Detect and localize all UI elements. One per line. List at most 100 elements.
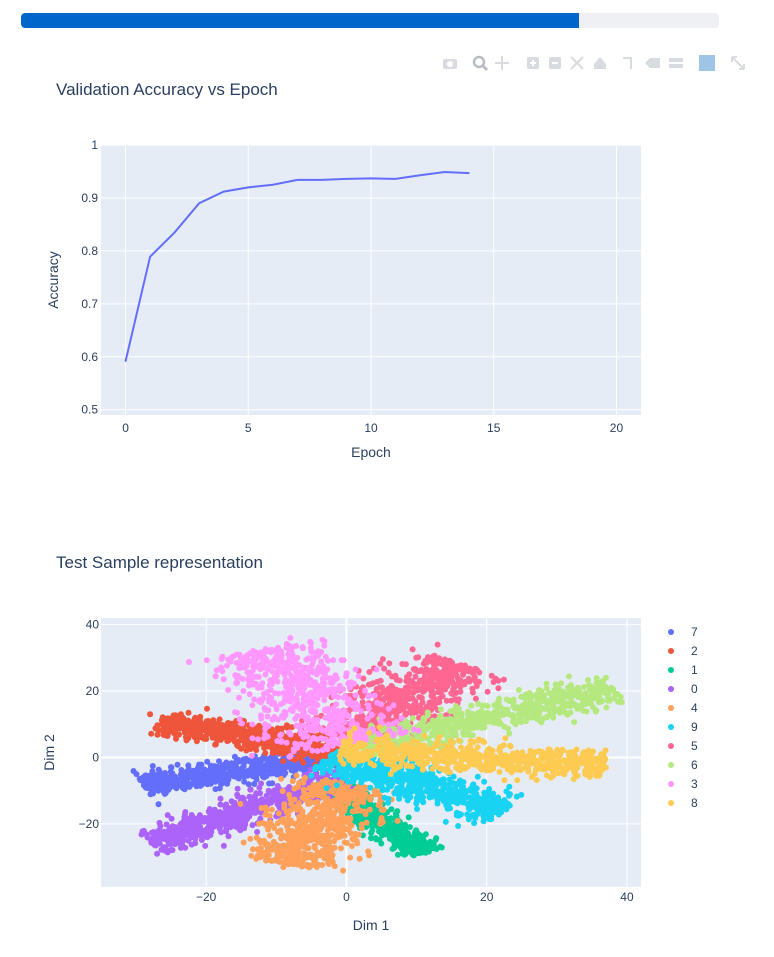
scatter-point-5 (436, 686, 443, 693)
scatter-point-4 (253, 834, 260, 841)
scatter-point-4 (254, 846, 261, 853)
scatter-point-2 (191, 715, 198, 722)
zoom-in-icon[interactable] (527, 57, 539, 69)
scatter-point-7 (130, 768, 137, 774)
scatter-point-4 (331, 844, 338, 851)
scatter-point-2 (238, 731, 244, 738)
scatter-point-6 (592, 708, 599, 715)
scatter-point-2 (269, 731, 276, 738)
scatter-point-9 (424, 788, 431, 795)
scatter-point-4 (277, 827, 284, 834)
scatter-point-4 (322, 807, 329, 814)
scatter-point-4 (355, 831, 362, 838)
scatter-point-5 (354, 714, 361, 721)
scatter-point-5 (408, 689, 415, 696)
x-tick-label: −20 (196, 890, 217, 904)
scatter-point-9 (479, 800, 486, 807)
scatter-point-9 (413, 786, 419, 793)
scatter-point-0 (217, 795, 224, 802)
scatter-point-4 (329, 787, 336, 794)
accuracy-point (149, 256, 151, 258)
y-tick-label: 0.8 (81, 244, 98, 258)
scatter-point-9 (330, 755, 337, 762)
zoom-out-icon[interactable] (549, 57, 561, 69)
scatter-point-0 (139, 828, 146, 835)
spike-lines-icon[interactable] (623, 57, 632, 69)
scatter-point-4 (328, 853, 335, 860)
accuracy-point (370, 177, 372, 179)
scatter-point-0 (275, 793, 282, 799)
scatter-point-7 (165, 774, 172, 781)
x-tick-label: 0 (122, 421, 129, 435)
y-tick-label: −20 (79, 817, 100, 831)
scatter-point-4 (338, 779, 345, 786)
scatter-point-2 (173, 735, 179, 742)
scatter-point-4 (247, 835, 254, 842)
scatter-point-2 (227, 730, 234, 737)
y-tick-label: 0.5 (81, 403, 98, 417)
scatter-point-7 (231, 753, 238, 760)
scatter-point-9 (417, 785, 424, 792)
autoscale-icon[interactable] (570, 56, 584, 70)
scatter-point-0 (217, 801, 224, 808)
scatter-point-0 (188, 828, 195, 835)
scatter-point-4 (341, 824, 348, 831)
scatter-point-5 (403, 684, 410, 691)
scatter-point-4 (311, 842, 318, 849)
scatter-point-7 (195, 764, 201, 771)
accuracy-point (395, 178, 397, 180)
pan-icon[interactable] (495, 56, 509, 70)
scatter-point-4 (377, 797, 384, 804)
plotly-logo-icon[interactable] (699, 55, 715, 71)
scatter-point-7 (162, 770, 169, 776)
scatter-point-7 (166, 781, 173, 788)
scatter-point-0 (256, 784, 263, 791)
hover-closest-icon[interactable] (645, 58, 660, 68)
scatter-point-4 (274, 820, 281, 827)
home-icon[interactable] (594, 57, 606, 69)
scatter-point-4 (349, 843, 355, 849)
scatter-point-2 (175, 714, 182, 721)
scatter-point-9 (429, 793, 435, 800)
scatter-point-4 (281, 801, 288, 808)
scatter-point-5 (472, 695, 479, 702)
scatter-point-7 (216, 758, 222, 765)
hover-compare-icon[interactable] (669, 58, 683, 68)
scatter-point-4 (366, 852, 373, 859)
scatter-point-0 (252, 792, 259, 799)
scatter-point-1 (405, 814, 412, 821)
scatter-point-4 (248, 852, 255, 859)
scatter-point-5 (381, 687, 388, 694)
scatter-point-5 (431, 663, 438, 670)
scatter-point-2 (262, 750, 269, 757)
series-4 (237, 767, 401, 874)
scatter-point-7 (149, 763, 156, 769)
camera-icon[interactable] (443, 59, 457, 69)
scatter-point-4 (362, 811, 369, 818)
scatter-point-5 (410, 702, 417, 709)
scatter-point-4 (293, 772, 300, 779)
scatter-point-0 (144, 834, 151, 841)
scatter-point-7 (150, 790, 156, 797)
progress-bar (21, 13, 719, 28)
scatter-point-1 (387, 835, 394, 842)
scatter-point-1 (419, 842, 426, 849)
scatter-point-4 (310, 782, 317, 789)
scatter-point-7 (207, 762, 214, 769)
scatter-point-0 (237, 822, 244, 829)
scatter-point-1 (424, 845, 431, 852)
scatter-point-2 (177, 722, 184, 728)
scatter-point-7 (177, 771, 184, 778)
scatter-point-4 (256, 820, 263, 827)
scatter-point-9 (506, 792, 512, 799)
scatter-point-2 (243, 747, 250, 754)
x-tick-label: 20 (610, 421, 624, 435)
scatter-point-9 (481, 789, 488, 796)
scatter-point-9 (349, 776, 356, 783)
scatter-point-5 (453, 666, 459, 673)
scatter-point-0 (192, 840, 199, 847)
scatter-point-7 (245, 767, 252, 774)
fullscreen-icon[interactable] (731, 56, 745, 70)
zoom-icon[interactable] (472, 55, 489, 72)
scatter-point-9 (436, 788, 443, 795)
